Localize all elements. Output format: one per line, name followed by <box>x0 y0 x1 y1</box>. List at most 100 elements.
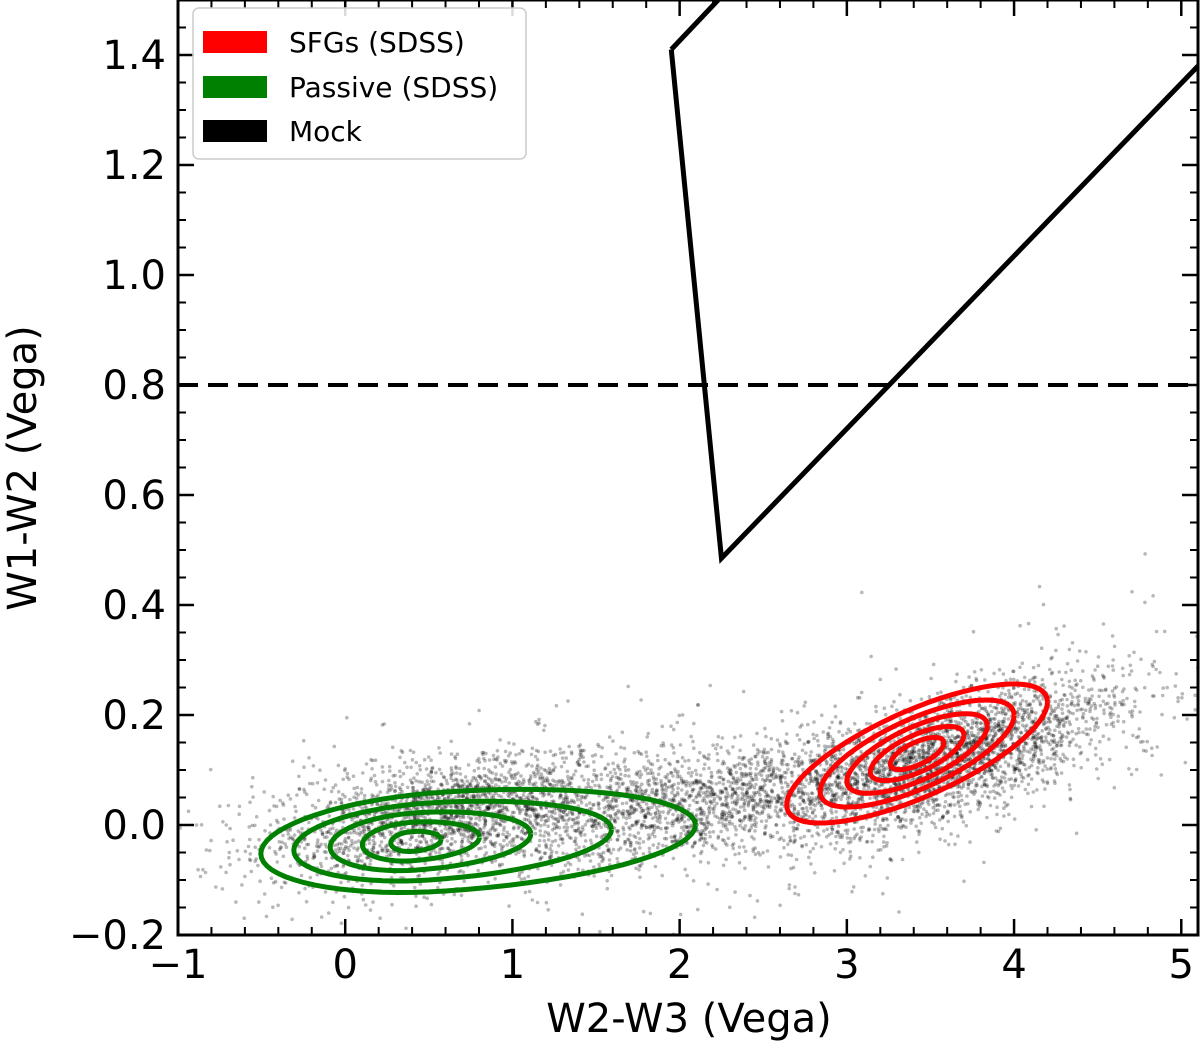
mock-point <box>358 853 363 857</box>
mock-point <box>688 783 692 788</box>
mock-point <box>809 750 813 754</box>
mock-point <box>605 795 609 799</box>
mock-point <box>467 834 472 838</box>
mock-point <box>659 827 663 831</box>
mock-point <box>801 799 806 803</box>
mock-point <box>323 778 328 782</box>
mock-point <box>562 760 567 765</box>
mock-point <box>249 869 254 874</box>
mock-point <box>498 864 502 868</box>
mock-point <box>639 752 644 756</box>
mock-point <box>479 846 483 850</box>
mock-point <box>612 819 617 823</box>
mock-point <box>731 776 736 780</box>
mock-point <box>472 834 476 839</box>
mock-point <box>366 825 371 830</box>
mock-point <box>452 816 456 820</box>
mock-point <box>665 826 670 830</box>
mock-point <box>781 750 785 754</box>
mock-point <box>562 825 567 830</box>
mock-point <box>549 794 554 798</box>
mock-point <box>775 738 780 742</box>
mock-point <box>641 840 646 844</box>
mock-point <box>669 821 674 825</box>
mock-point <box>429 769 434 774</box>
mock-point <box>606 848 611 852</box>
mock-point <box>786 763 790 767</box>
mock-point <box>710 789 714 794</box>
mock-point <box>557 796 562 800</box>
mock-point <box>783 811 787 816</box>
mock-point <box>673 767 677 771</box>
mock-point <box>631 810 636 814</box>
mock-point <box>755 777 759 781</box>
mock-point <box>584 764 588 769</box>
mock-point <box>680 764 684 769</box>
mock-point <box>579 753 584 757</box>
mock-point <box>1185 717 1189 721</box>
mock-point <box>683 799 688 803</box>
mock-point <box>587 853 592 858</box>
mock-point <box>1160 693 1165 698</box>
mock-point <box>706 882 710 886</box>
mock-point <box>422 895 426 899</box>
mock-point <box>469 836 474 841</box>
mock-point <box>354 791 358 795</box>
mock-point <box>227 850 232 855</box>
mock-point <box>482 779 487 784</box>
mock-point <box>663 816 668 821</box>
mock-point <box>830 737 835 742</box>
mock-point <box>735 786 739 791</box>
mock-point <box>422 837 427 841</box>
mock-point <box>418 882 423 886</box>
mock-point <box>955 751 959 756</box>
mock-point <box>369 757 373 762</box>
mock-point <box>538 791 543 795</box>
mock-point <box>472 794 476 799</box>
mock-point <box>843 791 847 795</box>
mock-point <box>966 723 970 727</box>
mock-point <box>721 863 726 868</box>
mock-point <box>582 760 586 764</box>
mock-point <box>328 827 332 831</box>
mock-point <box>760 787 765 792</box>
mock-point <box>312 855 317 859</box>
mock-point <box>507 795 511 799</box>
mock-point <box>751 813 755 818</box>
mock-point <box>633 783 637 787</box>
mock-point <box>703 828 707 832</box>
mock-point <box>731 787 735 792</box>
mock-point <box>743 824 748 828</box>
mock-point <box>1077 649 1082 653</box>
mock-point <box>591 803 595 807</box>
mock-point <box>449 825 454 830</box>
mock-point <box>753 772 758 776</box>
mock-point <box>756 850 761 855</box>
mock-point <box>704 801 709 805</box>
mock-point <box>566 818 570 823</box>
mock-point <box>431 796 435 801</box>
mock-point <box>808 776 813 781</box>
mock-point <box>767 815 771 820</box>
mock-point <box>484 851 489 855</box>
mock-point <box>474 806 478 810</box>
mock-point <box>481 750 486 755</box>
mock-point <box>355 848 360 852</box>
mock-point <box>767 767 772 772</box>
mock-point <box>614 798 618 803</box>
mock-point <box>517 751 522 756</box>
mock-point <box>380 779 385 784</box>
mock-point <box>585 853 589 857</box>
mock-point <box>449 842 454 846</box>
mock-point <box>522 854 527 859</box>
mock-point <box>868 864 873 869</box>
mock-point <box>477 774 482 778</box>
mock-point <box>639 698 643 702</box>
mock-point <box>956 801 960 805</box>
mock-point <box>549 854 554 859</box>
mock-point <box>544 844 548 848</box>
mock-point <box>796 790 801 794</box>
mock-point <box>655 789 659 794</box>
mock-point <box>510 810 515 815</box>
mock-point <box>848 729 853 734</box>
